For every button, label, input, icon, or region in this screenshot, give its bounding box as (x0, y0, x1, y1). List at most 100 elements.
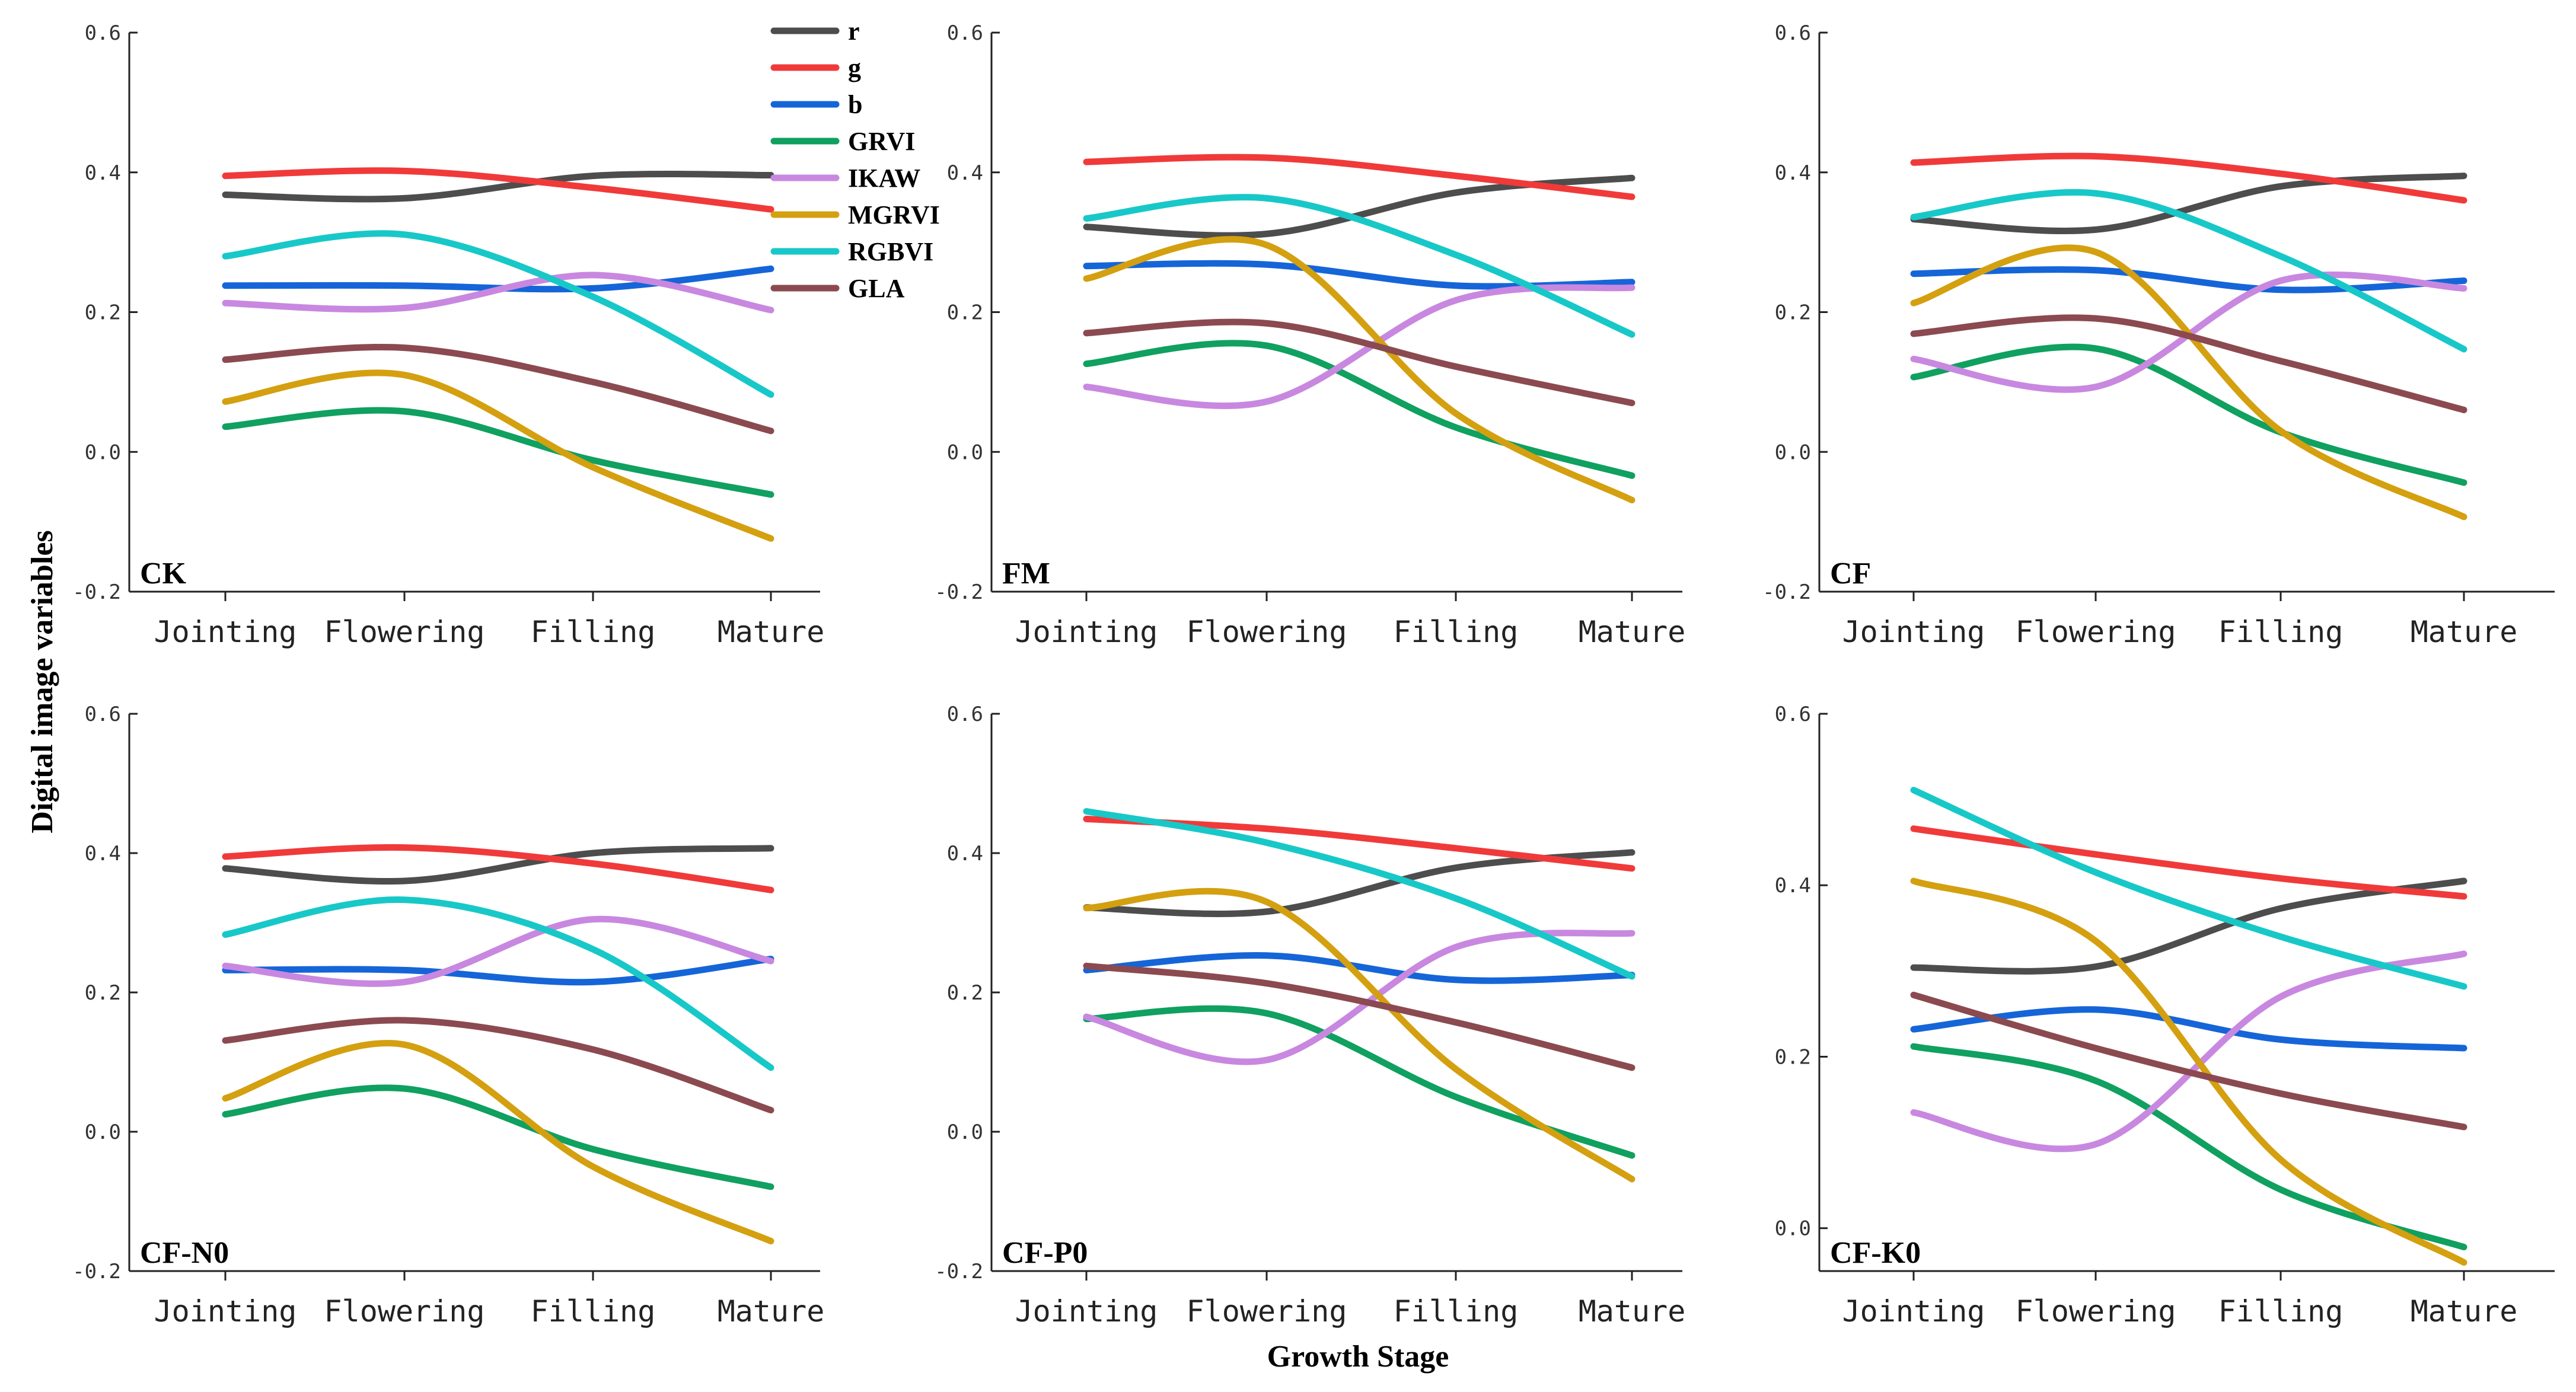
y-tick-label: -0.2 (72, 1260, 121, 1284)
x-tick-label: Flowering (324, 615, 485, 649)
series-line-rgbvi (222, 896, 774, 1071)
legend-item-ikaw: IKAW (770, 164, 920, 193)
legend-item-g: g (770, 53, 861, 82)
legend-label: r (848, 17, 860, 46)
panel-cf: -0.2 0.0 0.2 0.4 0.6 Jointing Flowering Filling… (1762, 21, 2555, 649)
series-line-r (222, 845, 774, 885)
series-line-ikaw (1910, 950, 2467, 1152)
y-tick-label: 0.2 (85, 301, 121, 325)
y-tick-label: 0.0 (947, 1120, 983, 1144)
y-tick-label: 0.2 (1775, 1045, 1811, 1069)
legend-item-b: b (770, 90, 862, 119)
series-line-rgbvi (1083, 808, 1635, 980)
series-line-rgbvi (1910, 787, 2467, 990)
series-line-b (1910, 1006, 2467, 1052)
series-line-grvi (222, 407, 774, 498)
x-tick-label: Flowering (324, 1294, 485, 1329)
legend-label: MGRVI (848, 200, 940, 229)
series-line-b (222, 956, 774, 986)
series-line-mgrvi (1083, 236, 1635, 504)
series-line-rgbvi (1910, 189, 2467, 353)
x-tick-label: Filling (1394, 615, 1519, 649)
y-tick-label: 0.0 (947, 440, 983, 464)
x-tick-label: Jointing (154, 615, 297, 649)
y-tick-label: 0.6 (85, 21, 121, 45)
y-tick-label: 0.2 (947, 301, 983, 325)
y-tick-label: -0.2 (1762, 580, 1811, 604)
series-line-mgrvi (222, 369, 774, 542)
x-tick-label: Mature (718, 615, 825, 649)
y-tick-label: 0.2 (85, 981, 121, 1005)
series-line-r (1083, 174, 1635, 239)
legend: rgb GRVI IKAW MGRVI RGBVI GLA (770, 17, 940, 303)
y-axis-title: Digital image variables (25, 530, 59, 833)
y-tick-label: 0.2 (1775, 301, 1811, 325)
y-tick-label: 0.6 (1775, 21, 1811, 45)
y-tick-label: 0.4 (1775, 874, 1811, 898)
panel-label: CF-K0 (1830, 1236, 1921, 1270)
panel-fm: -0.2 0.0 0.2 0.4 0.6 Jointing Flowering Filling… (935, 21, 1685, 649)
series-line-g (1910, 152, 2467, 204)
x-tick-label: Jointing (1015, 615, 1158, 649)
x-tick-label: Flowering (2016, 615, 2176, 649)
y-tick-label: 0.4 (947, 842, 983, 866)
series-line-g (222, 844, 774, 893)
series-line-mgrvi (1083, 887, 1635, 1183)
legend-label: IKAW (848, 164, 920, 193)
y-tick-label: 0.2 (947, 981, 983, 1005)
y-tick-label: 0.4 (85, 161, 121, 185)
series-line-g (1083, 154, 1635, 200)
panel-label: CF-P0 (1002, 1236, 1088, 1270)
legend-item-r: r (770, 17, 860, 46)
series-line-gla (222, 344, 774, 435)
series-line-gla (222, 1017, 774, 1114)
legend-item-mgrvi: MGRVI (770, 200, 940, 229)
legend-item-grvi: GRVI (770, 127, 915, 156)
series-line-rgbvi (222, 230, 774, 398)
series-line-mgrvi (222, 1040, 774, 1244)
legend-label: g (848, 53, 861, 82)
series-line-grvi (1910, 343, 2467, 486)
panel-ck: -0.2 0.0 0.2 0.4 0.6 Jointing Flowering Filling… (72, 21, 824, 649)
x-axis-title: Growth Stage (1267, 1340, 1449, 1374)
x-tick-label: Jointing (1842, 615, 1985, 649)
series-line-grvi (222, 1084, 774, 1190)
x-tick-label: Jointing (1015, 1294, 1158, 1329)
y-tick-label: 0.4 (947, 161, 983, 185)
chart-panels: -0.2 0.0 0.2 0.4 0.6 Jointing Flowering Filling… (72, 21, 2555, 1329)
x-tick-label: Flowering (1187, 615, 1347, 649)
x-tick-label: Jointing (154, 1294, 297, 1329)
legend-item-gla: GLA (770, 274, 905, 303)
series-line-mgrvi (1910, 877, 2467, 1266)
panel-label: CF (1830, 557, 1871, 590)
y-tick-label: 0.4 (85, 842, 121, 866)
series-line-b (1083, 952, 1635, 984)
y-tick-label: 0.6 (947, 703, 983, 726)
series-line-gla (1083, 962, 1635, 1071)
legend-label: GRVI (848, 127, 915, 156)
x-tick-label: Flowering (1187, 1294, 1347, 1329)
x-tick-label: Mature (2411, 1294, 2518, 1329)
series-line-gla (1083, 318, 1635, 407)
panel-label: CF-N0 (140, 1236, 229, 1270)
series-line-b (1083, 260, 1635, 290)
y-tick-label: 0.0 (1775, 1217, 1811, 1241)
legend-label: GLA (848, 274, 905, 303)
series-line-r (222, 170, 774, 203)
x-tick-label: Jointing (1842, 1294, 1985, 1329)
y-tick-label: 0.0 (85, 1120, 121, 1144)
series-line-g (222, 167, 774, 213)
series-line-ikaw (1083, 930, 1635, 1065)
x-tick-label: Filling (531, 1294, 656, 1329)
series-line-ikaw (222, 272, 774, 314)
x-tick-label: Mature (718, 1294, 825, 1329)
x-tick-label: Filling (531, 615, 656, 649)
series-line-g (1910, 825, 2467, 900)
x-tick-label: Filling (2218, 615, 2344, 649)
panel-cf-n0: -0.2 0.0 0.2 0.4 0.6 Jointing Flowering Filling… (72, 703, 824, 1329)
panel-label: CK (140, 557, 187, 590)
series-line-r (1910, 173, 2467, 234)
y-tick-label: 0.0 (85, 440, 121, 464)
series-line-ikaw (1083, 284, 1635, 410)
x-tick-label: Filling (2218, 1294, 2344, 1329)
